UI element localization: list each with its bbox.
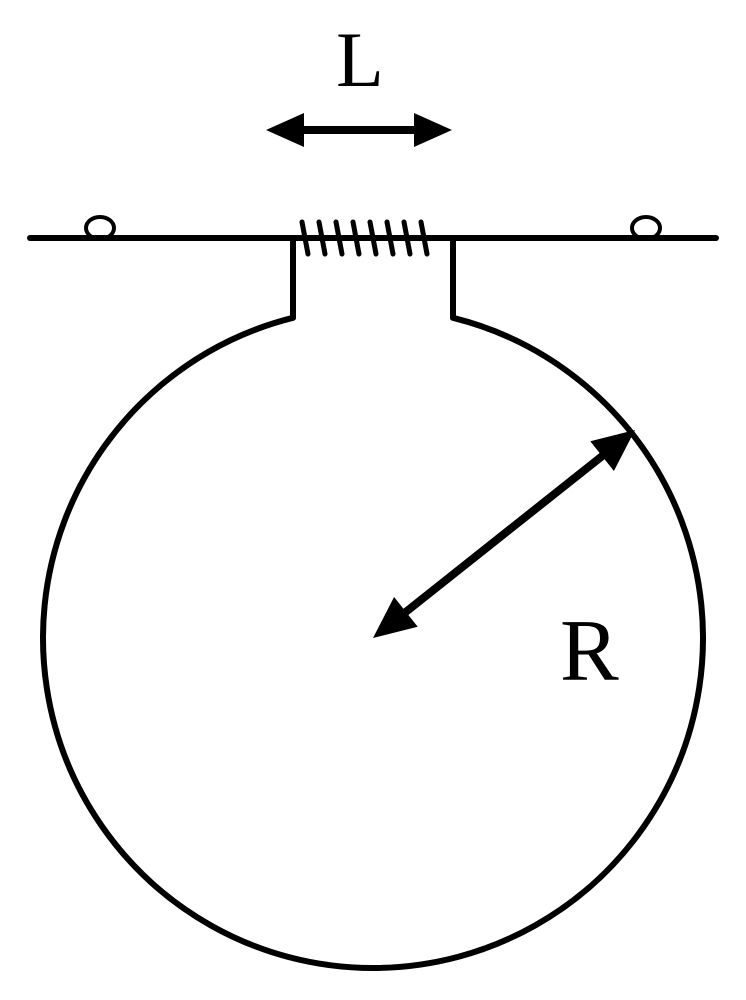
label-r: R (560, 603, 619, 700)
label-l: L (336, 16, 384, 103)
